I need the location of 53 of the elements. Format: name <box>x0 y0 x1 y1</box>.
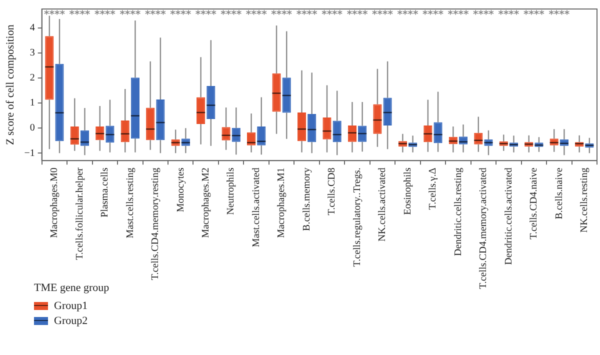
x-tick-label: T.cells.γ.Δ <box>428 167 439 210</box>
annotation: **** <box>120 10 142 21</box>
x-tick-label: Dendritic.cells.activated <box>503 168 514 265</box>
x-tick-label: T.cells.CD8 <box>326 168 338 216</box>
y-tick-label: 1 <box>30 98 35 109</box>
x-tick-label: T.cells.CD4.memory.activated <box>478 168 490 290</box>
x-tick-label: T.cells.CD4.memory.resting <box>150 168 162 280</box>
x-tick-label: T.cells.regulatory..Tregs. <box>352 168 363 267</box>
y-tick-label: 3 <box>30 47 35 58</box>
x-tick-label: Neutrophils <box>226 168 237 215</box>
x-tick-label: Dendritic.cells.resting <box>452 168 464 256</box>
x-tick-label: Mast.cells.activated <box>250 168 262 248</box>
annotation: **** <box>94 10 116 21</box>
x-tick-label: B.cells.naive <box>554 167 565 220</box>
annotation: **** <box>548 10 570 21</box>
x-tick-label: Macrophages.M1 <box>276 168 288 238</box>
annotation: **** <box>195 10 218 21</box>
x-tick-label: Eosinophils <box>402 168 414 215</box>
annotation: **** <box>448 10 470 21</box>
annotation: **** <box>246 10 268 21</box>
y-tick-label: 2 <box>30 72 35 84</box>
annotation: **** <box>523 10 546 21</box>
annotation: **** <box>372 10 394 21</box>
y-tick-label: 4 <box>30 22 35 34</box>
annotation: **** <box>220 10 242 21</box>
annotation: **** <box>69 10 91 21</box>
legend-label: Group1 <box>54 300 88 312</box>
annotation: **** <box>296 10 318 21</box>
x-tick-label: Macrophages.M2 <box>200 168 212 238</box>
legend-title: TME gene group <box>34 282 110 294</box>
annotation: **** <box>397 10 419 21</box>
x-tick-label: NK.cells.activated <box>377 168 388 242</box>
annotation: **** <box>346 10 368 21</box>
x-tick-label: NK.cells.resting <box>579 168 590 233</box>
x-tick-label: T.cells.CD4.naive <box>528 167 540 240</box>
y-axis-title: Z score of cell composition <box>4 24 16 146</box>
annotation: **** <box>170 10 192 21</box>
annotation: **** <box>271 10 293 21</box>
x-tick-label: Plasma.cells <box>100 168 111 218</box>
annotation: **** <box>44 10 66 21</box>
x-tick-label: Monocytes <box>175 168 186 212</box>
y-tick-label: −1 <box>24 148 35 159</box>
legend-label: Group2 <box>54 315 88 327</box>
annotation: **** <box>422 10 444 21</box>
x-tick-label: Macrophages.M0 <box>49 168 60 238</box>
annotation: **** <box>144 10 167 21</box>
x-tick-label: Mast.cells.resting <box>124 168 136 238</box>
x-tick-label: B.cells.memory <box>301 168 312 231</box>
y-tick-label: 0 <box>30 122 35 134</box>
x-tick-label: T.cells.follicular.helper <box>74 166 86 260</box>
annotation: **** <box>322 10 344 21</box>
annotation: **** <box>472 10 495 21</box>
annotation: **** <box>498 10 520 21</box>
